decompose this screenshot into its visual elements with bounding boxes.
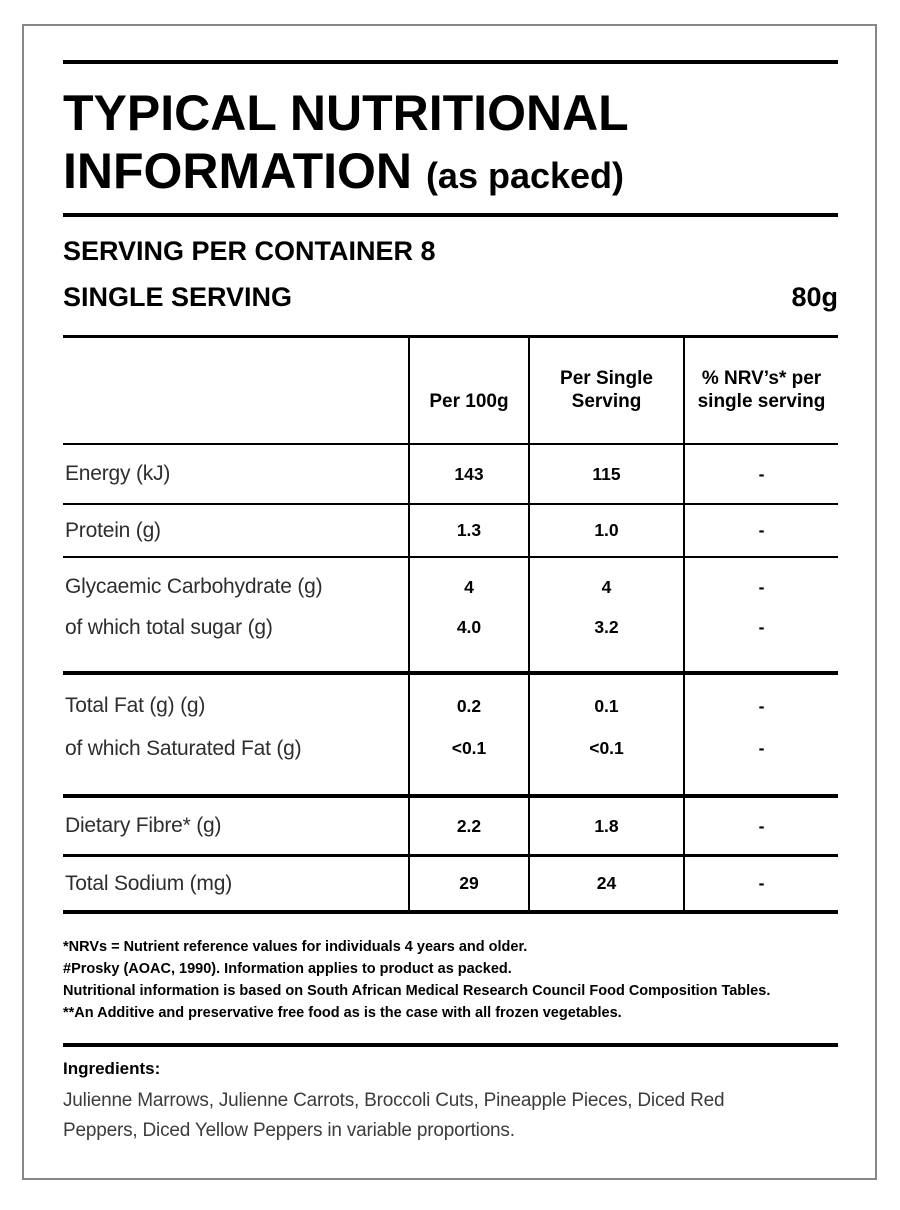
page-title: TYPICAL NUTRITIONAL INFORMATION (as pack… bbox=[63, 84, 629, 205]
value-per-100g: 4.0 bbox=[456, 617, 482, 637]
value-nrv: - bbox=[758, 696, 765, 716]
value-per-serving: 3.2 bbox=[594, 617, 619, 637]
value-nrv: - bbox=[758, 520, 765, 540]
value-per-serving: 0.1 bbox=[594, 696, 619, 716]
table-row-energy: Energy (kJ) 143 115 - bbox=[63, 445, 838, 505]
row-label: Total Fat (g) (g) bbox=[65, 694, 206, 717]
footnote-line: Nutritional information is based on Sout… bbox=[63, 983, 771, 999]
ingredients-heading: Ingredients: bbox=[63, 1059, 161, 1078]
value-nrv: - bbox=[758, 873, 765, 893]
column-header-empty bbox=[63, 338, 410, 443]
value-per-serving: 1.0 bbox=[594, 520, 619, 540]
value-nrv: - bbox=[758, 815, 765, 836]
footnotes: *NRVs = Nutrient reference values for in… bbox=[63, 936, 770, 1024]
table-header-row: Per 100g Per Single Serving % NRV’s* per… bbox=[63, 335, 838, 445]
row-label: Protein (g) bbox=[65, 518, 161, 542]
value-per-serving: 24 bbox=[596, 873, 617, 893]
table-row-fibre: Dietary Fibre* (g) 2.2 1.8 - bbox=[63, 798, 838, 857]
value-per-100g: <0.1 bbox=[451, 738, 487, 758]
nutrition-table: Per 100g Per Single Serving % NRV’s* per… bbox=[63, 335, 838, 914]
footnote-line: #Prosky (AOAC, 1990). Information applie… bbox=[63, 961, 512, 977]
title-line2: INFORMATION (as packed) bbox=[63, 143, 625, 199]
column-header-per-100g: Per 100g bbox=[410, 338, 530, 443]
row-label: Total Sodium (mg) bbox=[65, 871, 232, 895]
table-row-protein: Protein (g) 1.3 1.0 - bbox=[63, 505, 838, 558]
value-per-serving: <0.1 bbox=[589, 738, 624, 758]
value-per-100g: 4 bbox=[464, 577, 474, 597]
serving-per-container: SERVING PER CONTAINER 8 bbox=[63, 236, 436, 266]
footnote-line: **An Additive and preservative free food… bbox=[63, 1005, 622, 1021]
value-per-100g: 2.2 bbox=[456, 815, 482, 836]
value-nrv: - bbox=[758, 617, 765, 637]
value-per-100g: 1.3 bbox=[456, 520, 482, 540]
outer-frame-border bbox=[22, 24, 877, 1180]
row-sublabel: of which total sugar (g) bbox=[65, 616, 273, 639]
value-nrv: - bbox=[758, 738, 765, 758]
value-per-100g: 0.2 bbox=[456, 696, 482, 716]
column-header-nrv: % NRV’s* per single serving bbox=[697, 368, 826, 412]
value-per-serving: 4 bbox=[601, 577, 612, 597]
table-row-carbohydrate: Glycaemic Carbohydrate (g) of which tota… bbox=[63, 558, 838, 675]
single-serving-label: SINGLE SERVING bbox=[63, 282, 293, 312]
value-per-100g: 143 bbox=[454, 463, 484, 484]
row-label: Glycaemic Carbohydrate (g) bbox=[65, 575, 323, 598]
value-nrv: - bbox=[758, 577, 765, 597]
title-divider-rule bbox=[63, 213, 838, 217]
value-per-serving: 1.8 bbox=[594, 815, 619, 836]
column-header-per-serving: Per Single Serving bbox=[530, 338, 685, 443]
value-per-100g: 29 bbox=[459, 873, 479, 893]
value-nrv: - bbox=[758, 463, 765, 484]
single-serving-value: 80g bbox=[791, 282, 838, 312]
table-row-fat: Total Fat (g) (g) of which Saturated Fat… bbox=[63, 675, 838, 798]
ingredients-text: Julienne Marrows, Julienne Carrots, Broc… bbox=[63, 1090, 725, 1141]
footnote-line: *NRVs = Nutrient reference values for in… bbox=[63, 939, 528, 955]
single-serving-row: SINGLE SERVING 80g bbox=[63, 282, 838, 313]
row-label: Energy (kJ) bbox=[65, 462, 171, 485]
as-packed-suffix: (as packed) bbox=[425, 155, 625, 196]
title-line1: TYPICAL NUTRITIONAL bbox=[63, 85, 629, 141]
row-sublabel: of which Saturated Fat (g) bbox=[65, 737, 302, 760]
ingredients-divider-rule bbox=[63, 1043, 838, 1047]
row-label: Dietary Fibre* (g) bbox=[65, 814, 222, 837]
top-rule bbox=[63, 60, 838, 64]
value-per-serving: 115 bbox=[592, 463, 621, 484]
table-row-sodium: Total Sodium (mg) 29 24 - bbox=[63, 857, 838, 914]
